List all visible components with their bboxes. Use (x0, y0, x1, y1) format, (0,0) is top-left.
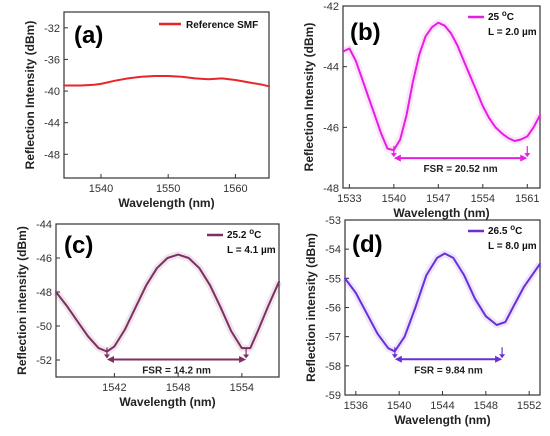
panel-label: (b) (350, 19, 381, 46)
x-tick-label: 1548 (474, 400, 498, 412)
fsr-arrowhead-left (106, 356, 114, 363)
fsr-drop-arrowhead (499, 354, 506, 359)
x-tick-label: 1552 (517, 400, 541, 412)
y-axis-label: Reflection Intensity (dBm) (23, 21, 37, 170)
legend-label: L = 4.1 µm (227, 245, 276, 256)
x-tick-label: 1540 (89, 183, 113, 195)
fsr-arrowhead-right (239, 356, 247, 363)
x-tick-label: 1550 (156, 183, 180, 195)
fsr-drop-arrowhead (391, 354, 398, 359)
x-tick-label: 1561 (515, 193, 539, 205)
fsr-label: FSR = 20.52 nm (423, 164, 497, 175)
y-tick-label: -40 (44, 86, 60, 98)
series-line (55, 253, 280, 353)
legend-label: L = 8.0 µm (488, 241, 537, 252)
y-axis-label: Reflection intensity (dBm) (304, 233, 318, 382)
fsr-arrowhead-left (393, 154, 401, 162)
x-tick-label: 1540 (387, 400, 411, 412)
y-tick-label: -44 (44, 118, 60, 130)
y-axis-label: Reflection intensity (dBm) (15, 226, 29, 375)
series-line (344, 252, 541, 353)
fsr-arrowhead-right (520, 154, 528, 162)
chart-panel-1: 1540 1550 1560 -32 -36 -40 -44 -48 Wavelength (n… (23, 11, 270, 210)
x-tick-label: 1540 (382, 193, 406, 205)
chart-panel-3: 1542 1548 1554 -44 -46 -48 -50 -52 Wavelength (n… (15, 219, 283, 409)
y-tick-label: -52 (36, 355, 52, 367)
legend-label: 25.2 oC (227, 227, 261, 241)
y-tick-label: -57 (325, 332, 341, 344)
y-tick-label: -44 (36, 219, 52, 231)
plot-frame (63, 11, 270, 179)
x-axis-label: Wavelength (nm) (393, 206, 489, 220)
fsr-drop-arrowhead (243, 354, 250, 359)
panel-label: (a) (74, 22, 103, 49)
x-tick-label: 1544 (430, 400, 454, 412)
fsr-drop-arrowhead (390, 153, 397, 158)
x-tick-label: 1554 (230, 382, 254, 394)
x-tick-label: 1554 (471, 193, 495, 205)
panel-label: (c) (64, 232, 93, 259)
chart-panel-2: 1533 1540 1547 1554 1561 -42 -44 -46 -48 Waveleng… (302, 1, 544, 220)
fsr-drop-arrowhead (103, 354, 110, 359)
x-tick-label: 1533 (337, 193, 361, 205)
fsr-label: FSR = 9.84 nm (414, 365, 483, 376)
legend-label: 25 oC (488, 9, 514, 23)
x-axis-label: Wavelength (nm) (394, 413, 490, 427)
y-tick-label: -59 (325, 390, 341, 402)
fsr-drop-arrowhead (524, 153, 531, 158)
y-tick-label: -56 (325, 303, 341, 315)
y-tick-label: -32 (44, 23, 60, 35)
plot-frame (55, 223, 280, 378)
series-line (342, 21, 541, 152)
y-tick-label: -46 (323, 122, 339, 134)
legend-label: L = 2.0 µm (488, 27, 537, 38)
y-tick-label: -42 (323, 1, 339, 13)
series-line (63, 75, 270, 88)
y-axis-label: Reflection Intensity (dBm) (302, 23, 316, 172)
chart-panel-4: 1536 1540 1544 1548 1552 -53 -54 -55 -56 -57 -58 -5… (304, 215, 543, 427)
y-tick-label: -46 (36, 253, 52, 265)
fsr-label: FSR = 14.2 nm (142, 366, 211, 377)
legend-label: Reference SMF (186, 20, 258, 31)
fsr-arrowhead-left (394, 355, 402, 363)
y-tick-label: -36 (44, 54, 60, 66)
x-axis-label: Wavelength (nm) (119, 395, 215, 409)
x-tick-label: 1560 (223, 183, 247, 195)
x-tick-label: 1536 (344, 400, 368, 412)
panel-label: (d) (352, 231, 383, 258)
x-axis-label: Wavelength (nm) (118, 196, 214, 210)
legend-label: 26.5 oC (488, 223, 522, 237)
y-tick-label: -58 (325, 361, 341, 373)
y-tick-label: -48 (36, 287, 52, 299)
x-tick-label: 1547 (426, 193, 450, 205)
y-tick-label: -50 (36, 321, 52, 333)
y-tick-label: -48 (44, 149, 60, 161)
y-tick-label: -48 (323, 183, 339, 195)
y-tick-label: -54 (325, 244, 341, 256)
plot-frame (342, 5, 541, 189)
series-halo (342, 250, 543, 355)
y-tick-label: -44 (323, 62, 339, 74)
fsr-arrowhead-right (495, 355, 503, 363)
y-tick-label: -53 (325, 215, 341, 227)
x-tick-label: 1548 (166, 382, 190, 394)
x-tick-label: 1542 (102, 382, 126, 394)
y-tick-label: -55 (325, 273, 341, 285)
